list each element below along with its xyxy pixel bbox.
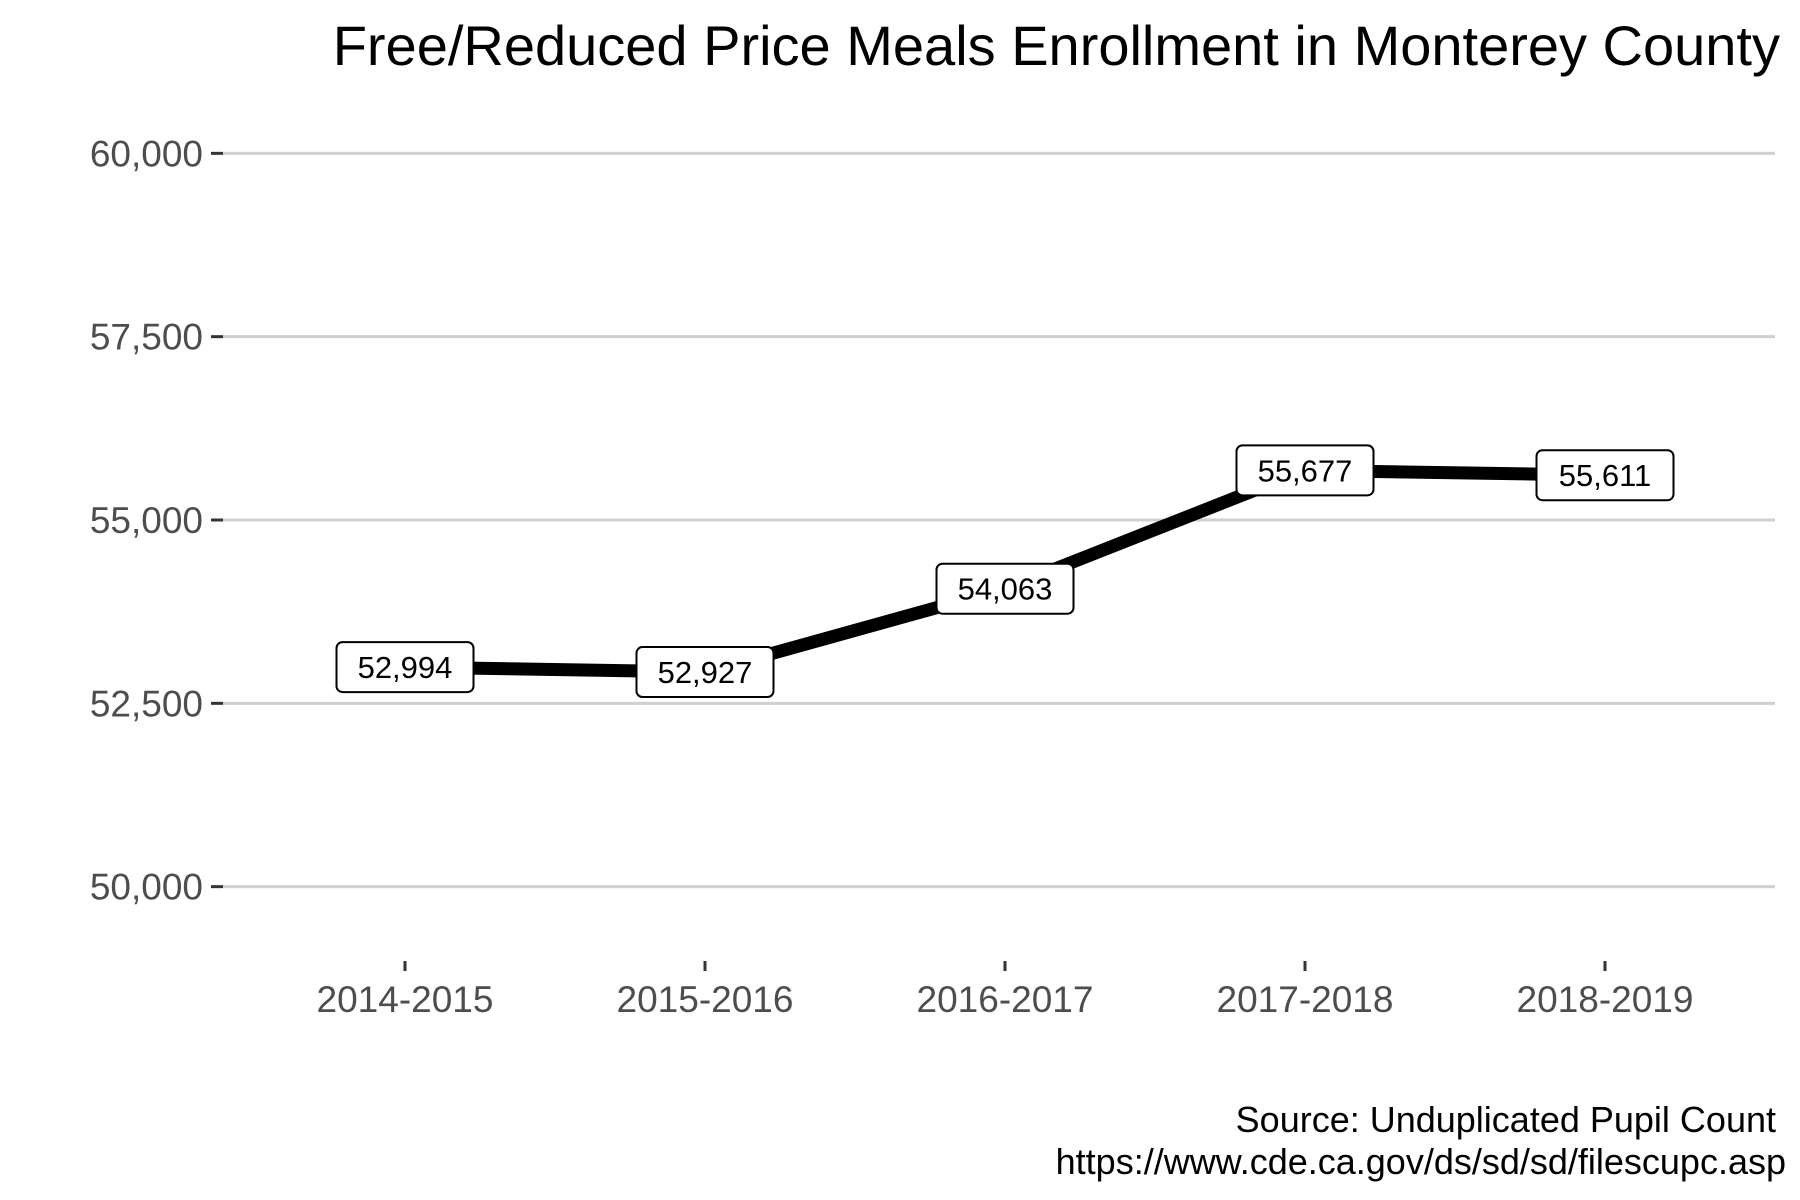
data-label-box [635,646,775,699]
data-label-text: 52,994 [358,650,453,685]
source-caption: Source: Unduplicated Pupil Count [1236,1099,1776,1140]
y-tick-label: 60,000 [90,133,203,174]
x-tick-label: 2015-2016 [617,979,794,1020]
data-label-text: 54,063 [958,572,1053,607]
y-tick-label: 57,500 [90,317,203,358]
data-label: 52,927 [635,646,775,699]
x-tick-label: 2016-2017 [917,979,1094,1020]
y-tick-label: 52,500 [90,683,203,724]
gridlines [223,151,1775,889]
data-label: 55,611 [1535,449,1675,502]
data-label-box [335,641,475,694]
data-label-box [1535,449,1675,502]
x-tick-label: 2014-2015 [317,979,494,1020]
x-tick-label: 2018-2019 [1517,979,1694,1020]
data-label: 52,994 [335,641,475,694]
y-axis: 50,000 52,500 55,000 57,500 60,000 [90,133,223,908]
x-axis: 2014-2015 2015-2016 2016-2017 2017-2018 2018… [317,961,1694,1020]
data-label-box [935,562,1075,615]
data-label-text: 52,927 [658,655,753,690]
data-label: 55,677 [1235,444,1375,497]
y-tick-label: 50,000 [90,867,203,908]
data-label-text: 55,677 [1258,453,1353,488]
data-label-box [1235,444,1375,497]
y-tick-label: 55,000 [90,500,203,541]
data-label: 54,063 [935,562,1075,615]
data-labels: 52,994 52,927 54,063 55,677 55,611 [335,444,1675,699]
source-url-caption: https://www.cde.ca.gov/ds/sd/sd/filescup… [1056,1141,1786,1182]
chart-title: Free/Reduced Price Meals Enrollment in M… [333,14,1780,77]
data-label-text: 55,611 [1559,458,1652,493]
x-tick-label: 2017-2018 [1217,979,1394,1020]
